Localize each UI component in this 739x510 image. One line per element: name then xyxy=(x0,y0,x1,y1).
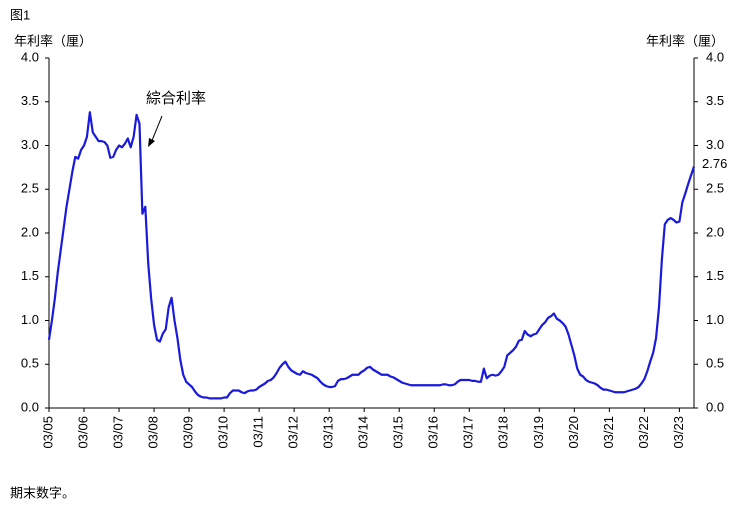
x-tick-label: 03/05 xyxy=(40,416,55,449)
y2-tick-label: 0.5 xyxy=(706,356,724,371)
y-tick-label: 1.5 xyxy=(21,268,39,283)
y2-tick-label: 1.0 xyxy=(706,312,724,327)
x-tick-label: 03/11 xyxy=(251,416,266,448)
footnote: 期末数字。 xyxy=(10,485,75,500)
x-tick-label: 03/18 xyxy=(496,416,511,449)
x-tick-label: 03/09 xyxy=(181,416,196,449)
x-tick-label: 03/15 xyxy=(391,416,406,449)
y-tick-label: 2.0 xyxy=(21,224,39,239)
data-label: 2.76 xyxy=(702,156,727,171)
y2-tick-label: 4.0 xyxy=(706,49,724,64)
y2-tick-label: 2.0 xyxy=(706,224,724,239)
y2-tick-label: 3.5 xyxy=(706,93,724,108)
x-tick-label: 03/08 xyxy=(146,416,161,449)
x-tick-label: 03/06 xyxy=(75,416,90,449)
x-tick-label: 03/22 xyxy=(636,416,651,449)
x-tick-label: 03/16 xyxy=(426,416,441,449)
y-tick-label: 0.5 xyxy=(21,356,39,371)
x-tick-label: 03/21 xyxy=(601,416,616,449)
x-tick-label: 03/12 xyxy=(286,416,301,449)
annotation: 綜合利率 xyxy=(146,90,206,107)
y2-tick-label: 3.0 xyxy=(706,137,724,152)
y2-tick-label: 0.0 xyxy=(706,399,724,414)
x-tick-label: 03/20 xyxy=(566,416,581,449)
y2-tick-label: 1.5 xyxy=(706,268,724,283)
x-tick-label: 03/19 xyxy=(531,416,546,449)
y-tick-label: 0.0 xyxy=(21,399,39,414)
x-tick-label: 03/17 xyxy=(461,416,476,449)
x-tick-label: 03/13 xyxy=(321,416,336,449)
y-tick-label: 3.5 xyxy=(21,93,39,108)
annotation-arrow xyxy=(150,115,163,144)
y-tick-label: 1.0 xyxy=(21,312,39,327)
annotation-arrowhead xyxy=(148,138,155,147)
x-tick-label: 03/14 xyxy=(356,416,371,449)
x-tick-label: 03/07 xyxy=(110,416,125,449)
y-tick-label: 4.0 xyxy=(21,49,39,64)
y-tick-label: 2.5 xyxy=(21,181,39,196)
x-tick-label: 03/23 xyxy=(671,416,686,449)
y-axis-label: 年利率（厘） xyxy=(14,33,92,48)
y2-axis-label: 年利率（厘） xyxy=(646,33,724,48)
y2-tick-label: 2.5 xyxy=(706,181,724,196)
x-tick-label: 03/10 xyxy=(216,416,231,449)
y-tick-label: 3.0 xyxy=(21,137,39,152)
figure-label: 图1 xyxy=(10,7,30,22)
series-line xyxy=(47,111,696,400)
